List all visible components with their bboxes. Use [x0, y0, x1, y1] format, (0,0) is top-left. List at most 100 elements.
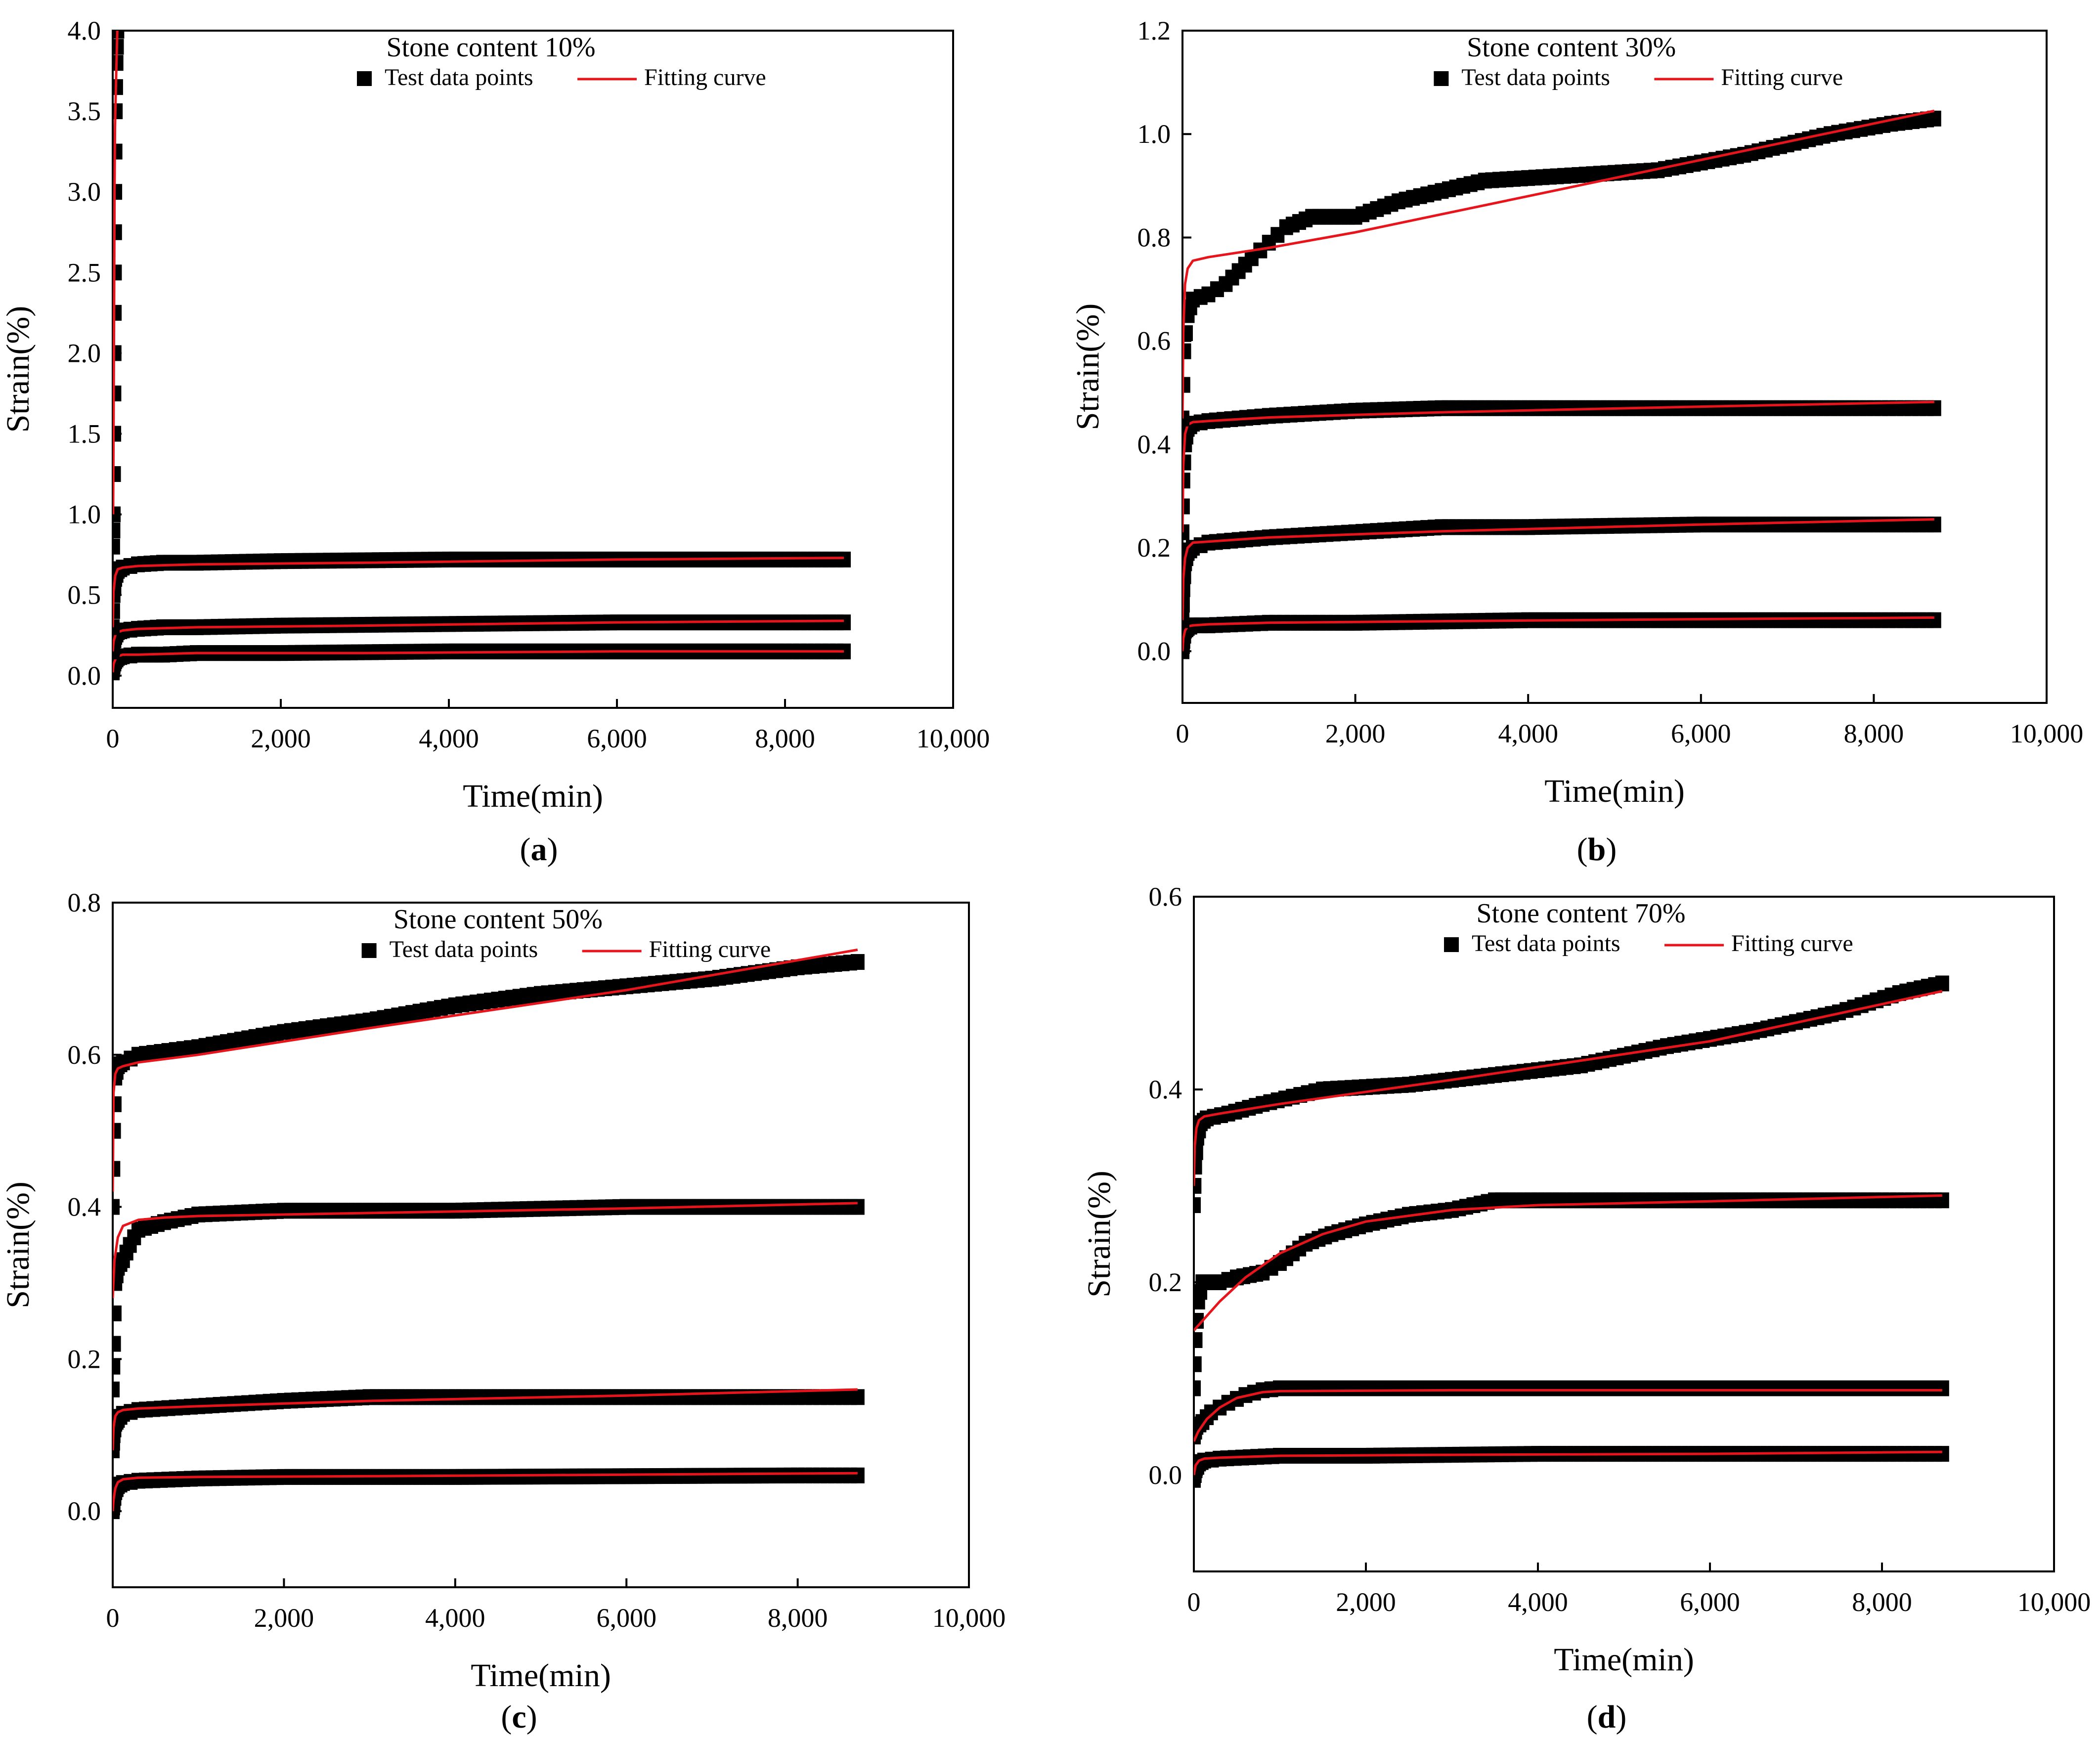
fitting-curve	[1194, 990, 1943, 1186]
x-tick-label: 6,000	[596, 1603, 656, 1633]
panel-label: (d)	[1587, 1699, 1627, 1735]
legend-label-data-points: Test data points	[385, 64, 533, 90]
data-point	[1194, 1313, 1204, 1329]
data-point	[1194, 1380, 1201, 1396]
x-tick-label: 2,000	[1336, 1587, 1396, 1617]
x-tick-label: 10,000	[2010, 719, 2084, 748]
data-point	[1182, 473, 1190, 489]
panel-label: (b)	[1577, 831, 1617, 868]
data-point	[1182, 597, 1190, 613]
fitting-curve	[113, 1202, 858, 1299]
data-point	[1927, 612, 1941, 628]
legend-marker-data-points	[361, 943, 377, 958]
fitting-curve	[113, 619, 844, 652]
y-tick-label: 0.0	[68, 1496, 101, 1526]
panel-label-close: )	[1606, 831, 1617, 868]
y-tick-label: 0.0	[1138, 636, 1171, 666]
x-tick-label: 4,000	[1498, 719, 1558, 748]
plot-frame	[112, 902, 970, 1588]
data-point	[837, 614, 851, 631]
x-tick-label: 0	[1187, 1587, 1201, 1617]
y-tick-label: 0.6	[1149, 882, 1182, 912]
data-point	[113, 1358, 121, 1375]
panel-label-letter: d	[1598, 1699, 1616, 1735]
y-tick-label: 0.4	[1149, 1075, 1182, 1104]
x-axis-title: Time(min)	[463, 778, 603, 814]
x-tick-label: 10,000	[2017, 1587, 2091, 1617]
fitting-curve	[1194, 1194, 1942, 1332]
legend-marker-data-points	[357, 71, 372, 86]
x-tick-label: 8,000	[768, 1603, 828, 1633]
x-axis-title: Time(min)	[1544, 773, 1685, 809]
x-tick-label: 4,000	[1508, 1587, 1568, 1617]
y-tick-label: 2.5	[68, 258, 101, 287]
data-point	[113, 31, 125, 39]
legend-label-data-points: Test data points	[1461, 64, 1610, 90]
data-point	[1182, 343, 1191, 359]
fitting-curve	[1182, 518, 1934, 620]
data-point	[837, 551, 851, 567]
data-point	[113, 538, 120, 555]
y-tick-label: 2.0	[68, 338, 101, 368]
plot-frame	[112, 30, 954, 709]
data-point	[113, 1123, 121, 1139]
data-series	[113, 551, 851, 635]
plot-frame	[1193, 896, 2055, 1572]
data-point	[1182, 377, 1190, 393]
data-point	[1182, 498, 1190, 515]
y-tick-label: 1.0	[1138, 119, 1171, 149]
data-point	[1182, 524, 1189, 540]
y-tick-label: 0.0	[68, 661, 101, 691]
data-point	[1935, 975, 1949, 992]
x-tick-label: 0	[1176, 719, 1189, 748]
fitting-curve	[113, 1388, 858, 1451]
data-point	[850, 954, 865, 970]
panel-label-open: (	[520, 831, 531, 868]
data-point	[1935, 1446, 1949, 1462]
plot-frame	[1181, 30, 2048, 704]
fitting-curve	[113, 31, 119, 515]
x-tick-label: 10,000	[932, 1603, 1006, 1633]
fitting-curve	[1182, 616, 1934, 652]
plot-data	[1194, 975, 1949, 1488]
fitting-curve	[113, 650, 844, 673]
x-tick-label: 6,000	[587, 724, 647, 753]
panel-label-close: )	[547, 831, 558, 868]
data-series	[113, 643, 851, 681]
x-tick-label: 4,000	[419, 724, 479, 753]
data-point	[113, 1199, 120, 1215]
x-tick-label: 8,000	[1852, 1587, 1912, 1617]
data-point	[1182, 410, 1189, 427]
chart-title: Stone content 50%	[394, 904, 603, 935]
y-tick-label: 3.0	[68, 177, 101, 207]
plot-data	[113, 31, 851, 681]
chart-panel-b: 0 2,000 4,000 6,000 8,000 10,000 0.0 0.2 0.4 0.6 0…	[1070, 16, 2083, 868]
legend-label-data-points: Test data points	[1472, 930, 1620, 957]
data-series	[1182, 110, 1941, 427]
data-point	[113, 522, 121, 539]
data-point	[850, 1467, 865, 1483]
data-series	[113, 1199, 865, 1397]
data-point	[113, 39, 124, 55]
data-point	[1194, 1197, 1201, 1213]
panel-label-open: (	[501, 1699, 512, 1735]
data-point	[113, 1161, 121, 1177]
x-tick-label: 0	[106, 1603, 120, 1633]
data-point	[113, 1305, 122, 1321]
chart-title: Stone content 30%	[1467, 32, 1676, 63]
y-tick-label: 1.2	[1138, 16, 1171, 45]
y-tick-label: 0.8	[68, 888, 101, 917]
y-tick-label: 0.6	[68, 1040, 101, 1070]
data-point	[113, 506, 121, 522]
x-tick-label: 4,000	[425, 1603, 485, 1633]
chart-panel-d: 0 2,000 4,000 6,000 8,000 10,000 0.0 0.2 0.4 0.6 T…	[1081, 882, 2091, 1735]
data-point	[113, 1381, 120, 1397]
chart-panel-c: 0 2,000 4,000 6,000 8,000 10,000 0.0 0.2 0.4 0.6 0…	[0, 888, 1006, 1735]
y-tick-label: 1.0	[68, 500, 101, 529]
panel-label: (a)	[520, 831, 558, 868]
y-tick-label: 0.2	[1149, 1267, 1182, 1297]
panel-label-open: (	[1587, 1699, 1598, 1735]
legend-label-fitting-curve: Fitting curve	[1721, 64, 1843, 90]
y-tick-label: 0.2	[1138, 533, 1171, 563]
